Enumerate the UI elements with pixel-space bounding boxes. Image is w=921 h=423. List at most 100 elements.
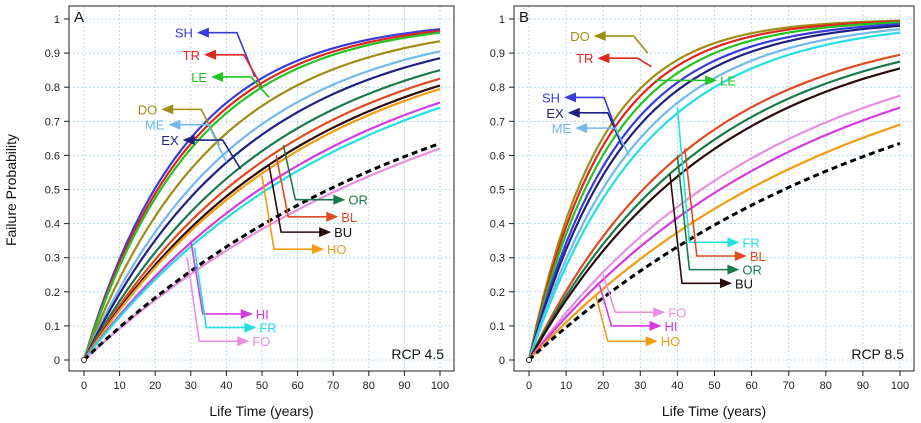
y-tick-label: 0.7 — [45, 116, 60, 128]
x-tick-label: 100 — [431, 380, 449, 392]
label-arrow — [649, 320, 662, 331]
leader-line — [574, 96, 619, 136]
series-label: HO — [661, 334, 681, 349]
leader-line — [684, 148, 737, 257]
leader-line — [676, 107, 730, 244]
series-label: SH — [175, 26, 193, 41]
series-line-ex — [83, 57, 441, 361]
x-axis-label: Life Time (years) — [662, 403, 766, 419]
scenario-label: RCP 8.5 — [851, 346, 904, 362]
series-line-me — [82, 50, 441, 361]
y-tick-label: 0.5 — [45, 185, 60, 197]
leader-line — [598, 284, 652, 327]
series-label: FR — [259, 321, 276, 336]
label-arrow — [705, 75, 718, 86]
leader-line — [221, 76, 270, 98]
series-line-bl — [528, 53, 901, 361]
y-tick-label: 0.3 — [45, 253, 60, 265]
leader-line — [193, 247, 247, 329]
series-label: ME — [552, 121, 572, 136]
series-line-do — [527, 19, 901, 361]
series-label: FR — [742, 235, 759, 250]
y-tick-label: 0.9 — [45, 48, 60, 60]
label-arrow — [240, 308, 253, 319]
y-tick-label: 0.1 — [45, 321, 60, 333]
y-tick-label: 0 — [54, 355, 60, 367]
y-tick-label: 0.8 — [490, 82, 505, 94]
series-line-do — [82, 40, 441, 361]
label-arrow — [244, 322, 257, 333]
y-axis-label: Failure Probability — [3, 134, 19, 246]
x-tick-label: 60 — [291, 380, 303, 392]
label-arrow — [211, 71, 224, 82]
series-line-fr — [527, 31, 901, 361]
label-arrow — [734, 250, 747, 261]
label-arrow — [727, 264, 740, 275]
label-arrow — [312, 244, 324, 255]
label-arrow — [597, 53, 610, 64]
series-label: BL — [750, 249, 766, 264]
y-tick-label: 1 — [499, 14, 505, 26]
series-label: ME — [145, 118, 165, 133]
series-label: DO — [570, 29, 590, 44]
leader-line — [669, 174, 722, 285]
y-tick-label: 0.2 — [45, 287, 60, 299]
x-tick-label: 0 — [81, 380, 87, 392]
series-line-tr — [82, 29, 441, 361]
y-tick-label: 0.1 — [490, 321, 505, 333]
label-arrow — [326, 211, 339, 222]
y-tick-label: 0.3 — [490, 253, 505, 265]
x-tick-label: 50 — [708, 380, 720, 392]
series-label: TR — [576, 51, 593, 66]
panel-letter: A — [74, 9, 84, 26]
series-line-hi — [83, 101, 441, 361]
x-tick-label: 70 — [327, 380, 339, 392]
scenario-label: RCP 4.5 — [391, 346, 444, 362]
x-tick-label: 30 — [634, 380, 646, 392]
series-line-fo — [528, 94, 901, 361]
label-arrow — [196, 27, 209, 38]
y-tick-label: 0.4 — [490, 219, 505, 231]
series-line-bu — [528, 67, 901, 361]
series-label: OR — [742, 263, 762, 278]
series-line-bl — [83, 77, 441, 361]
series-line-fr — [83, 106, 441, 361]
label-arrow — [593, 31, 606, 42]
label-arrow — [237, 336, 250, 347]
series-label: OR — [348, 193, 368, 208]
series-line-fo — [83, 147, 441, 361]
series-line-ho — [528, 123, 901, 361]
x-tick-label: 20 — [149, 380, 161, 392]
y-tick-label: 0.4 — [45, 219, 60, 231]
series-label: LE — [720, 73, 736, 88]
label-arrow — [653, 307, 666, 318]
series-label: TR — [183, 48, 200, 63]
series-line-me — [527, 28, 901, 361]
series-line-or — [528, 60, 901, 361]
origin-marker — [81, 357, 87, 363]
series-label: HO — [327, 242, 347, 257]
origin-marker — [526, 357, 532, 363]
x-tick-label: 90 — [398, 380, 410, 392]
y-tick-label: 0.2 — [490, 287, 505, 299]
leader-line — [192, 139, 242, 170]
leader-line — [585, 127, 630, 156]
y-tick-label: 0 — [499, 355, 505, 367]
leader-line — [186, 257, 240, 343]
label-arrow — [719, 278, 732, 289]
series-label: BU — [334, 225, 352, 240]
x-tick-label: 0 — [526, 380, 532, 392]
y-tick-label: 0.5 — [490, 185, 505, 197]
label-arrow — [182, 135, 195, 146]
leader-line — [261, 175, 314, 250]
label-arrow — [168, 119, 181, 130]
series-label: EX — [161, 133, 179, 148]
series-label: SH — [542, 90, 560, 105]
leader-line — [602, 274, 656, 314]
series-line-hi — [528, 106, 901, 361]
x-tick-label: 10 — [113, 380, 125, 392]
series-label: FO — [668, 305, 686, 320]
series-label: HI — [664, 319, 677, 334]
